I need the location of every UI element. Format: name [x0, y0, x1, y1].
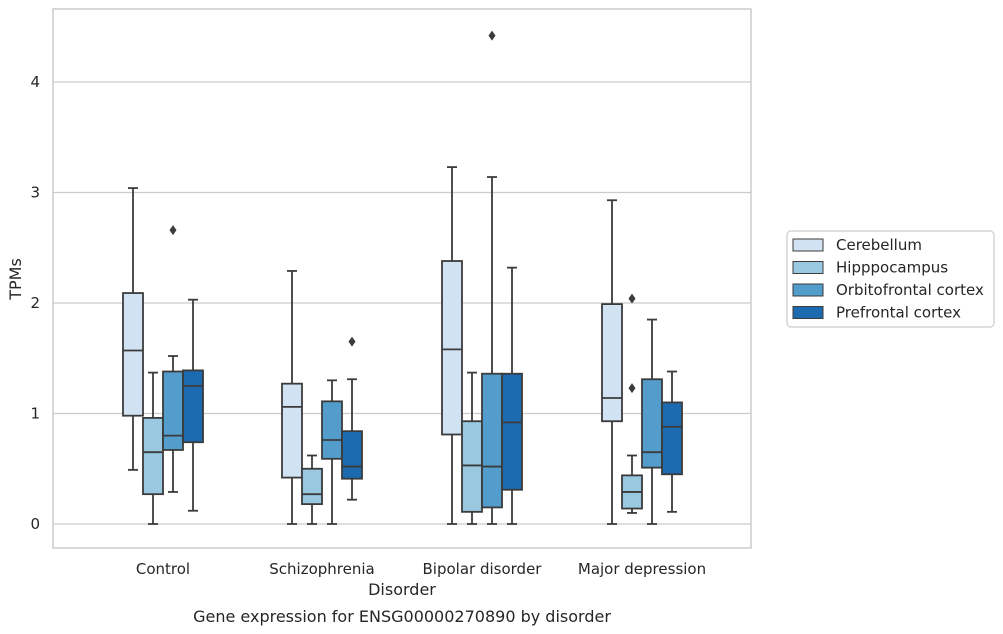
y-tick-label: 3: [30, 184, 40, 202]
legend-frame: [786, 230, 995, 328]
box-body: [281, 382, 303, 479]
chart-caption: Gene expression for ENSG00000270890 by d…: [193, 607, 611, 626]
legend-label: Hipppocampus: [836, 259, 948, 277]
box: [301, 454, 323, 525]
outlier-point: [348, 336, 356, 347]
legend-swatch: [792, 261, 824, 274]
x-tick-labels: Control Schizophrenia Bipolar disorder Majo…: [136, 560, 706, 578]
box: [281, 270, 303, 525]
box-body: [122, 292, 144, 417]
box: [182, 298, 204, 512]
box-body: [601, 303, 623, 423]
box: [142, 371, 164, 525]
outlier-point: [169, 225, 177, 236]
box-body: [142, 417, 164, 496]
outlier-point: [488, 30, 496, 41]
box-body: [641, 378, 663, 469]
box-body: [461, 420, 483, 513]
box: [461, 371, 483, 525]
legend-swatch: [792, 238, 824, 252]
box-body: [661, 401, 683, 476]
box-body: [481, 372, 503, 509]
legend-swatch: [792, 306, 824, 319]
box: [122, 187, 144, 471]
plot-frame: [52, 8, 752, 549]
outlier-point: [628, 383, 636, 394]
box: [341, 336, 363, 501]
box-body: [182, 369, 204, 444]
box-body: [301, 467, 323, 506]
y-tick-label: 1: [30, 405, 40, 423]
box: [601, 199, 623, 525]
box: [481, 30, 503, 525]
y-axis-label: TPMs: [6, 258, 25, 301]
box-body: [321, 400, 343, 460]
box: [621, 293, 643, 514]
outlier-point: [628, 293, 636, 304]
x-tick-label: Schizophrenia: [269, 560, 374, 578]
box: [441, 166, 463, 525]
box-body: [441, 260, 463, 436]
box: [661, 370, 683, 513]
y-tick-label: 0: [30, 515, 40, 533]
x-tick-label: Control: [136, 560, 190, 578]
box-series: [122, 30, 683, 525]
box: [162, 225, 184, 493]
box-body: [341, 430, 363, 480]
x-tick-label: Bipolar disorder: [423, 560, 543, 578]
legend-swatch: [792, 283, 824, 297]
x-tick-label: Major depression: [578, 560, 706, 578]
box-body: [162, 370, 184, 451]
y-tick-labels: 0 1 2 3 4: [30, 73, 40, 533]
y-tick-label: 2: [30, 294, 40, 312]
legend: Cerebellum Hipppocampus Orbitofrontal cort…: [786, 230, 995, 328]
legend-label: Orbitofrontal cortex: [836, 281, 984, 299]
box: [641, 318, 663, 525]
x-axis-label: Disorder: [368, 580, 436, 599]
y-tick-label: 4: [30, 73, 40, 91]
box: [501, 266, 523, 525]
box-body: [501, 372, 523, 491]
legend-label: Cerebellum: [836, 236, 922, 254]
legend-label: Prefrontal cortex: [836, 304, 961, 322]
box: [321, 379, 343, 525]
